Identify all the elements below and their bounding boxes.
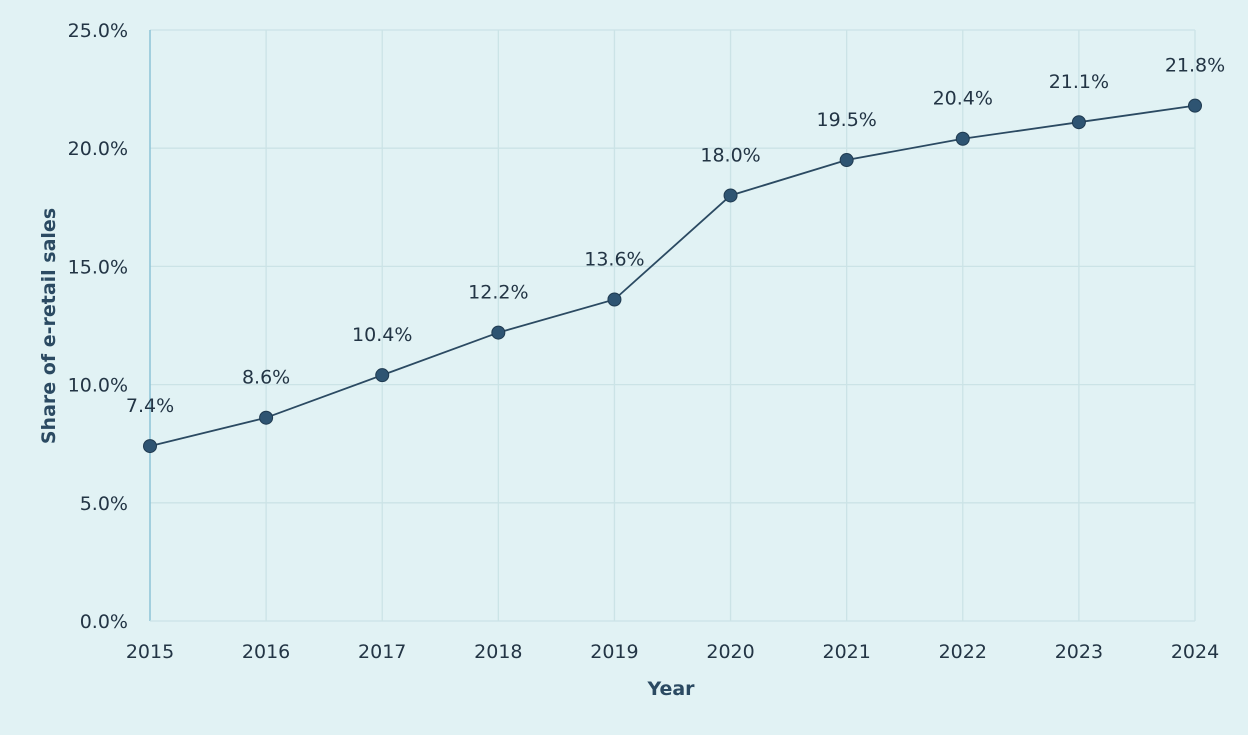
x-tick-label: 2015 [126,641,174,663]
x-tick-label: 2022 [939,641,987,663]
axes [149,30,1195,622]
y-tick-label: 25.0% [68,20,128,42]
data-label: 21.1% [1049,71,1109,93]
x-tick-label: 2019 [590,641,638,663]
data-point [1071,115,1086,130]
series-line [149,104,1196,447]
data-label: 20.4% [933,88,993,110]
x-tick-label: 2017 [358,641,406,663]
data-label: 12.2% [468,282,528,304]
data-points [143,98,1202,454]
data-point [955,131,970,146]
x-tick-label: 2021 [822,641,870,663]
data-point [607,292,622,307]
tick-labels: 0.0% 5.0% 10.0% 15.0% 20.0% 25.0% 2015 2016 2017… [68,20,1220,663]
x-tick-label: 2018 [474,641,522,663]
x-tick-label: 2023 [1055,641,1103,663]
data-point [723,188,738,203]
data-point [839,153,854,168]
data-labels: 7.4% 8.6% 10.4% 12.2% 13.6% 18.0% 19.5% 20.4% 21… [126,55,1225,417]
x-tick-label: 2016 [242,641,290,663]
x-tick-label: 2024 [1171,641,1219,663]
y-tick-label: 10.0% [68,375,128,397]
x-tick-label: 2020 [706,641,754,663]
y-tick-label: 20.0% [68,138,128,160]
data-point [375,368,390,383]
y-tick-label: 0.0% [80,611,128,633]
data-label: 19.5% [816,109,876,131]
y-axis-title: Share of e-retail sales [38,208,60,444]
data-label: 21.8% [1165,55,1225,77]
data-label: 13.6% [584,248,644,270]
data-point [491,325,506,340]
data-label: 7.4% [126,395,174,417]
data-label: 18.0% [700,144,760,166]
series-line-layer [149,104,1196,447]
data-point [143,439,157,454]
x-axis-title: Year [646,678,695,700]
data-label: 10.4% [352,324,412,346]
y-tick-label: 5.0% [80,493,128,515]
gridlines [150,29,1196,621]
data-point [1188,98,1202,113]
data-point [259,410,274,425]
data-label: 8.6% [242,367,290,389]
y-tick-label: 15.0% [68,256,128,278]
